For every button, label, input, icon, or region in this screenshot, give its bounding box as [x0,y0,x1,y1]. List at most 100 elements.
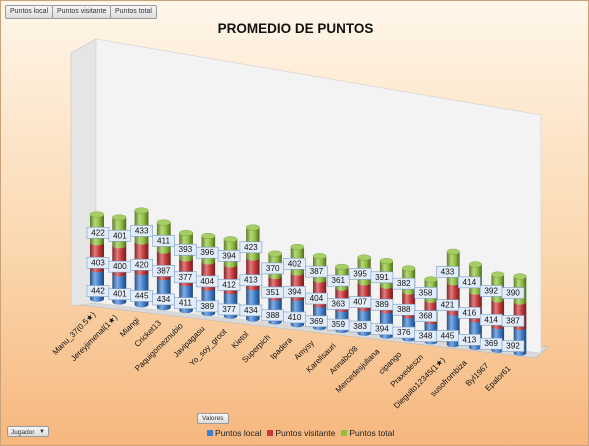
data-label: 422 [91,228,105,237]
data-label: 361 [331,276,345,285]
data-label: 404 [200,277,214,286]
chart-legend: Puntos local Puntos visitante Puntos total [207,428,400,438]
data-label: 407 [353,298,367,307]
bar-segment-puntos-local [446,312,460,348]
jugador-filter-label: Jugador [11,429,35,436]
data-label: 394 [375,325,389,334]
data-label: 445 [135,291,149,300]
data-label: 383 [353,322,367,331]
data-label: 394 [288,287,302,296]
data-label: 387 [157,266,171,275]
data-label-box [152,235,175,247]
data-label: 376 [397,328,411,337]
data-label: 363 [331,299,345,308]
data-label: 388 [266,311,280,320]
data-label: 396 [200,248,214,257]
data-label-box [130,258,153,271]
values-field-button[interactable]: Valores [197,413,229,424]
legend-label: Puntos visitante [275,428,336,438]
data-label-box [326,274,350,287]
bar-cap [89,211,105,218]
bar-cap [468,261,483,268]
data-label-box [239,241,263,254]
data-label-box [414,310,437,322]
data-label: 377 [222,305,236,314]
data-label: 411 [179,299,192,308]
data-label: 433 [135,226,149,235]
field-button-total[interactable]: Puntos total [110,5,157,19]
data-label: 348 [419,332,433,341]
data-label: 388 [397,305,411,314]
data-label-box [239,274,263,287]
legend-swatch [341,430,348,436]
data-label: 358 [419,288,433,297]
data-label: 392 [484,286,498,295]
data-label-box [130,225,153,237]
data-label: 387 [310,267,324,276]
data-label: 359 [331,320,345,329]
data-label: 402 [288,259,302,268]
bar-cap [335,263,349,270]
bar-cap [424,276,438,283]
bar-cap [156,219,171,226]
data-label-box [501,340,525,352]
data-label: 411 [157,236,170,245]
data-label: 413 [462,335,476,344]
data-label: 442 [91,287,105,296]
legend-item: Puntos local [207,428,261,438]
bar-cap [401,265,416,272]
data-label: 433 [441,267,455,276]
data-label: 369 [484,339,498,348]
category-tick-label: Miangi [118,316,141,339]
bar-cap [134,207,149,214]
chart-title: PROMEDIO DE PUNTOS [217,21,374,36]
bar-cap [223,236,238,243]
data-label-box [392,303,416,316]
data-label: 369 [310,317,324,326]
data-label: 413 [244,276,258,285]
data-label: 394 [222,251,236,260]
bar-cap [491,271,505,278]
legend-swatch [207,430,213,436]
data-label-box [152,265,175,277]
bar-cap [268,250,283,257]
data-label: 382 [397,279,411,288]
legend-item: Puntos total [341,428,394,438]
data-label-box [305,265,328,278]
category-tick-label: Ipadera [268,335,294,361]
data-label-box [392,277,416,290]
jugador-filter-dropdown[interactable]: Jugador ▼ [7,426,49,437]
bar-cap [245,224,260,231]
data-label-box [283,286,306,298]
data-label: 434 [157,295,171,304]
data-label: 412 [222,280,236,289]
data-label-box [436,266,459,278]
data-label: 403 [91,258,105,267]
data-label: 421 [441,301,455,310]
category-tick-label: Jereyjimenal(1★) [69,313,119,363]
bar-cap [178,229,194,236]
bar-segment-puntos-local [134,272,149,308]
data-label: 351 [266,288,280,297]
category-tick-label: Manu_37(0.5★) [51,310,98,357]
data-label: 416 [462,308,476,317]
bar-cap [379,258,394,265]
data-label: 414 [484,315,498,324]
data-label: 401 [113,290,127,299]
data-label: 414 [462,278,476,287]
data-label-box [501,315,525,327]
data-label: 390 [506,289,520,298]
data-label: 410 [288,313,302,322]
bar-cap [201,233,216,240]
category-tick-label: Kietol [230,330,251,351]
legend-item: Puntos visitante [267,428,335,438]
data-label: 404 [310,294,324,303]
data-label: 391 [375,273,389,282]
category-tick-label: Amysy [293,338,316,361]
bar-cap [446,248,460,255]
bar-cap [513,273,527,280]
legend-swatch [267,430,274,436]
data-label-box [217,250,241,262]
